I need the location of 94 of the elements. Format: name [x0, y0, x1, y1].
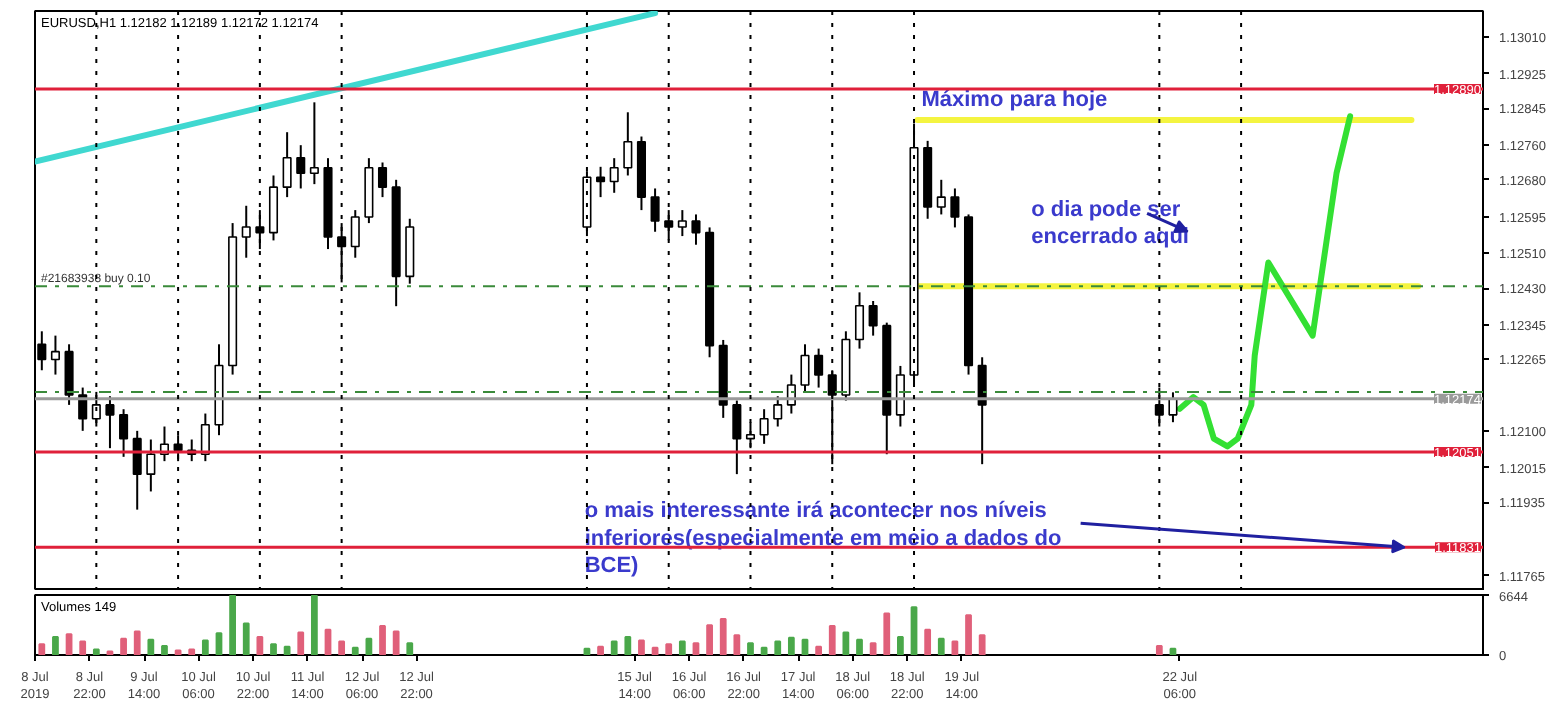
bar [229, 595, 236, 655]
bar [978, 634, 986, 655]
bar [120, 637, 127, 655]
bar [951, 640, 959, 655]
candlestick [650, 187, 660, 233]
candlestick [773, 395, 783, 428]
candlestick [105, 395, 115, 450]
bar [774, 640, 782, 655]
candlestick [950, 187, 960, 229]
bar [937, 637, 945, 655]
bar [65, 633, 73, 655]
bar [583, 647, 591, 655]
bar [842, 631, 850, 655]
annotation: Máximo para hoje [921, 88, 1108, 113]
bar [310, 595, 318, 655]
candlestick [50, 334, 60, 376]
bar [147, 638, 155, 655]
candlestick [691, 213, 701, 246]
candlestick [132, 429, 142, 511]
candlestick [609, 157, 619, 194]
bar [624, 635, 632, 655]
bar [379, 625, 386, 655]
candlestick [282, 131, 292, 199]
candlestick [732, 399, 742, 476]
bar [215, 632, 223, 655]
bar [678, 640, 686, 655]
bar [283, 645, 291, 655]
bar [52, 635, 59, 655]
candlestick [854, 291, 865, 350]
candlestick [868, 300, 878, 337]
bar [706, 624, 713, 655]
candlestick [800, 343, 810, 393]
bar [760, 646, 768, 655]
candlestick [596, 165, 606, 199]
annotation: o mais interessante irá acontecer nos níveis inferiores(especialmente em meio a dados do BCE) [584, 499, 1063, 579]
bar [651, 646, 659, 655]
bar [665, 643, 673, 655]
bar [338, 640, 346, 655]
candlestick [1168, 391, 1178, 424]
bar [365, 637, 373, 655]
bar [270, 643, 277, 655]
bar [828, 625, 836, 655]
bar [242, 622, 250, 655]
bar [174, 649, 182, 655]
candlestick [200, 412, 210, 463]
candlestick [977, 356, 987, 466]
candlestick [241, 204, 251, 259]
candlestick [350, 209, 360, 259]
candlestick [377, 161, 388, 199]
candlestick [814, 347, 824, 389]
bar [692, 642, 700, 655]
bar [201, 639, 209, 655]
annotation: o dia pode ser encerrado aqui [1031, 197, 1189, 250]
bar [719, 617, 727, 655]
candlestick [309, 101, 319, 186]
bar [815, 645, 823, 655]
bar [1169, 647, 1177, 655]
bar [883, 612, 891, 655]
candlestick [119, 408, 129, 458]
bar [324, 628, 332, 655]
bar [965, 614, 972, 655]
bar [297, 631, 305, 655]
bar [79, 640, 87, 655]
bar [392, 630, 400, 655]
bar [133, 630, 141, 655]
bar [787, 636, 795, 655]
bar [733, 634, 741, 655]
bar [1155, 644, 1163, 655]
bar [610, 640, 618, 655]
bar [351, 646, 359, 655]
candlestick [759, 408, 769, 445]
candlestick [936, 178, 946, 216]
bar [406, 642, 414, 655]
bar [38, 643, 46, 655]
candlestick [677, 209, 687, 238]
candlestick [64, 343, 74, 406]
bar [910, 606, 918, 655]
bar [897, 635, 904, 655]
bar [747, 642, 754, 655]
bar [638, 639, 645, 655]
candlestick [623, 111, 633, 177]
bar [92, 648, 100, 655]
bar [597, 645, 604, 655]
candlestick [296, 144, 306, 190]
bar [188, 648, 196, 655]
bar [256, 635, 264, 655]
candlestick [146, 438, 156, 493]
bar [924, 628, 932, 655]
bar [869, 642, 877, 655]
bar [856, 638, 863, 655]
bar [161, 644, 168, 655]
candlestick [895, 364, 905, 428]
bar [801, 638, 809, 655]
candlestick [268, 174, 279, 242]
